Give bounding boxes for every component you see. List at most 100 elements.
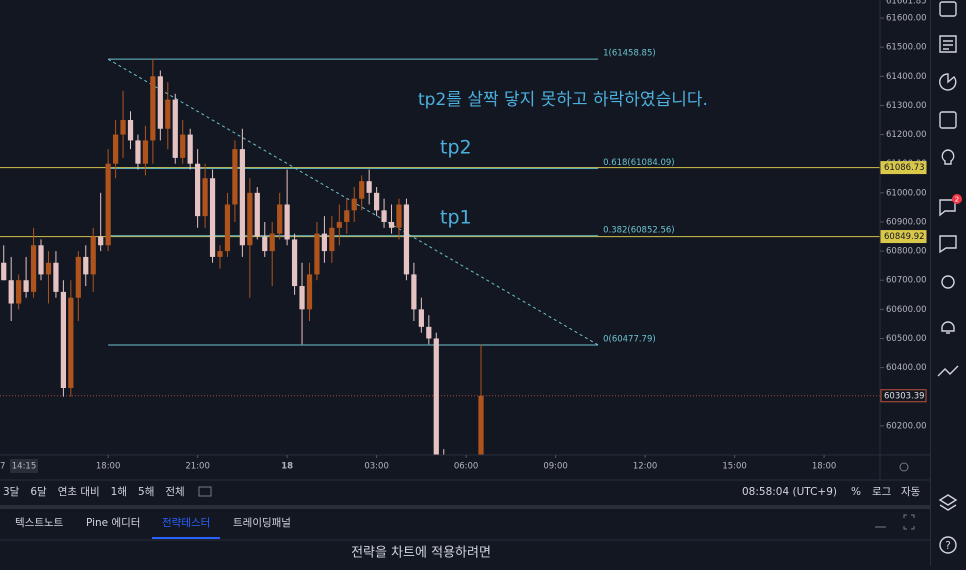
fib-label: 0.618(61084.09) xyxy=(603,158,675,168)
price-tick-label: 61300.00 xyxy=(886,101,927,111)
layers-icon[interactable] xyxy=(938,494,958,511)
chats-icon[interactable] xyxy=(939,235,957,254)
sidebar-icons[interactable] xyxy=(937,1,959,554)
range-button[interactable]: 전체 xyxy=(165,486,184,498)
candle-body xyxy=(374,192,380,211)
price-tick-label: 60800.00 xyxy=(886,247,927,257)
candle-body xyxy=(224,204,231,252)
time-tick-label: 21:00 xyxy=(185,462,210,472)
price-tick-label: 60500.00 xyxy=(886,334,927,344)
range-button[interactable]: 5해 xyxy=(138,485,154,498)
ideas-icon[interactable] xyxy=(941,149,955,165)
range-button[interactable]: 6달 xyxy=(30,486,47,498)
tab[interactable]: 텍스트노트 xyxy=(15,517,64,529)
candle-body xyxy=(187,134,193,164)
candle-body xyxy=(411,274,417,310)
candle-body xyxy=(284,204,290,240)
annotation: tp2 xyxy=(440,137,472,159)
candle-body xyxy=(8,280,14,304)
candle-body xyxy=(403,204,410,275)
watchlist-icon[interactable] xyxy=(939,1,957,17)
candle-body xyxy=(359,181,365,199)
fib-label: 0.382(60852.56) xyxy=(603,225,675,235)
fib-label: 1(61458.85) xyxy=(603,49,656,59)
candle-body xyxy=(254,192,260,237)
candle-body xyxy=(351,198,357,211)
price-label: 60849.92 xyxy=(884,232,925,242)
candle-body xyxy=(344,210,350,222)
candle-body xyxy=(30,245,37,292)
candle-body xyxy=(299,286,305,310)
news-icon[interactable] xyxy=(939,35,957,53)
candle-body xyxy=(478,395,484,455)
scale-button[interactable]: % xyxy=(851,486,861,498)
candle-body xyxy=(16,280,22,304)
candle-body xyxy=(418,309,424,327)
annotation: tp2를 살짝 닿지 못하고 하락하였습니다. xyxy=(418,90,708,110)
candle-body xyxy=(247,192,253,246)
price-tick-label: 60900.00 xyxy=(886,217,927,227)
crosshair-label: 14:15 xyxy=(12,462,37,472)
candle-body xyxy=(127,120,134,141)
candle-body xyxy=(180,134,186,158)
time-tick-label: 06:00 xyxy=(454,462,479,472)
tab[interactable]: 트레이딩패널 xyxy=(233,517,291,529)
candle-body xyxy=(23,280,29,292)
candle-body xyxy=(120,120,126,135)
date-range-icon[interactable] xyxy=(198,486,212,497)
notify-icon[interactable] xyxy=(941,321,955,334)
price-tick-label: 60200.00 xyxy=(886,421,927,431)
maximize-icon[interactable] xyxy=(903,514,915,530)
badge xyxy=(952,194,962,204)
candle-body xyxy=(336,221,342,228)
price-tick-label: 60400.00 xyxy=(886,363,927,373)
price-tick-label: 60700.00 xyxy=(886,276,927,286)
range-button[interactable]: 연초 대비 xyxy=(58,486,100,498)
range-button[interactable]: 1해 xyxy=(111,485,127,498)
range-button[interactable]: 3달 xyxy=(3,486,20,498)
candle-body xyxy=(60,291,66,389)
candle-body xyxy=(135,140,141,164)
trend-icon[interactable] xyxy=(937,365,959,377)
candle-body xyxy=(277,204,283,234)
candle-body xyxy=(142,140,149,164)
time-tick-label: 09:00 xyxy=(543,462,568,472)
clock: 08:58:04 (UTC+9) xyxy=(742,486,837,498)
candle-body xyxy=(426,326,432,339)
scale-button[interactable]: 로그 xyxy=(872,486,892,498)
time-tick-label: 03:00 xyxy=(364,462,389,472)
sidebar xyxy=(930,0,966,566)
candle-body xyxy=(209,178,216,257)
candle-body xyxy=(105,163,111,246)
time-tick-label: 15:00 xyxy=(722,462,747,472)
scale-button[interactable]: 자동 xyxy=(901,486,921,498)
calendar-icon[interactable] xyxy=(939,111,957,129)
candle-body xyxy=(38,245,44,275)
badge-count: 2 xyxy=(955,196,959,204)
settings-icon[interactable] xyxy=(899,462,909,472)
time-tick-label: 12:00 xyxy=(633,462,658,472)
candle-body xyxy=(321,233,328,252)
candle-body xyxy=(195,163,201,217)
price-tick-label: 61400.00 xyxy=(886,72,927,82)
axis-top-label: 61661.85 xyxy=(886,0,927,7)
alerts-icon[interactable] xyxy=(939,73,957,91)
candle-body xyxy=(172,99,178,158)
help-icon[interactable] xyxy=(939,536,957,554)
candle-body xyxy=(68,297,74,389)
price-label: 61086.73 xyxy=(884,163,925,173)
stream-icon[interactable] xyxy=(941,275,955,289)
panel-text: 전략을 차트에 적용하려면 xyxy=(351,546,491,561)
candle-body xyxy=(396,204,402,228)
date-fragment: 7 xyxy=(0,462,5,472)
tab[interactable]: Pine 에디터 xyxy=(86,517,140,529)
price-tick-label: 61600.00 xyxy=(886,14,927,24)
candle-body xyxy=(381,210,387,222)
candle-body xyxy=(217,251,223,257)
candle-body xyxy=(98,236,104,246)
candle-body xyxy=(269,233,275,252)
time-tick-label: 18:00 xyxy=(96,462,121,472)
tab[interactable]: 전략테스터 xyxy=(162,517,210,529)
